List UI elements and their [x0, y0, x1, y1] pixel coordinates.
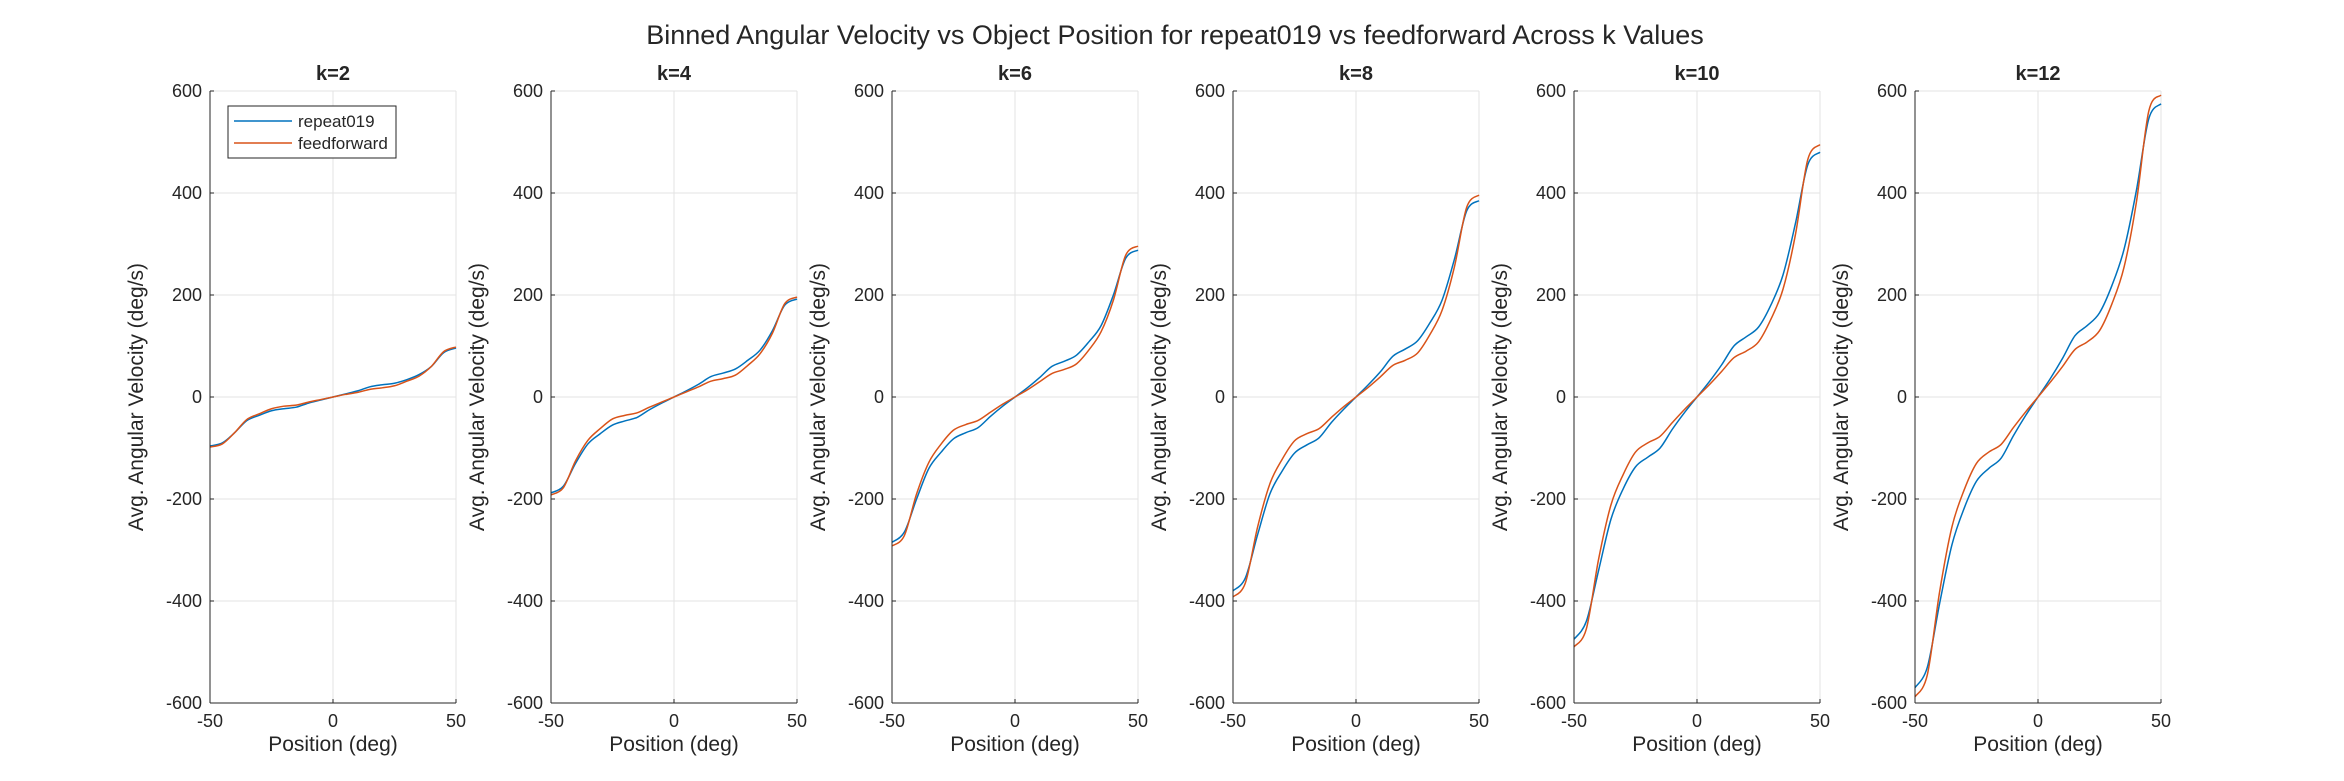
- legend-label-repeat019: repeat019: [298, 112, 375, 131]
- series-line-feedforward: [550, 296, 798, 496]
- y-tick-label: 0: [192, 387, 202, 407]
- x-axis-label: Position (deg): [1632, 733, 1762, 756]
- y-tick-label: -200: [1189, 489, 1225, 509]
- y-tick-label: -200: [1871, 489, 1907, 509]
- y-tick-label: 600: [1536, 81, 1566, 101]
- y-tick-label: 200: [1877, 285, 1907, 305]
- y-tick-label: 600: [172, 81, 202, 101]
- x-tick-label: -50: [197, 711, 223, 731]
- y-tick-label: 200: [854, 285, 884, 305]
- x-tick-label: 50: [1469, 711, 1489, 731]
- y-tick-label: 200: [513, 285, 543, 305]
- x-axis-label: Position (deg): [950, 733, 1080, 756]
- figure-title: Binned Angular Velocity vs Object Positi…: [646, 20, 1704, 50]
- x-axis-label: Position (deg): [268, 733, 398, 756]
- panel-k8: -600 -400 -200 0 200 400 600 -50 0 50 k=8 Position …: [1148, 63, 1489, 756]
- y-tick-label: -200: [507, 489, 543, 509]
- y-tick-label: -400: [848, 591, 884, 611]
- y-tick-label: -200: [166, 489, 202, 509]
- y-axis-label: Avg. Angular Velocity (deg/s): [1148, 263, 1171, 531]
- x-tick-label: 0: [1010, 711, 1020, 731]
- x-tick-label: 50: [2151, 711, 2171, 731]
- panel-k2: -600 -400 -200 0 200 400 600 -50 0 50 k=2 Position …: [125, 63, 466, 756]
- panel-k6: -600 -400 -200 0 200 400 600 -50 0 50 k=6 Position …: [807, 63, 1148, 756]
- y-tick-label: 400: [1877, 183, 1907, 203]
- y-tick-label: -400: [166, 591, 202, 611]
- y-tick-label: 0: [1897, 387, 1907, 407]
- panel-title: k=8: [1339, 63, 1373, 85]
- panel-k4: -600 -400 -200 0 200 400 600 -50 0 50 k=4 Position …: [466, 63, 807, 756]
- legend-label-feedforward: feedforward: [298, 134, 388, 153]
- y-axis-label: Avg. Angular Velocity (deg/s): [125, 263, 148, 531]
- y-tick-label: 200: [1195, 285, 1225, 305]
- y-tick-label: 600: [1195, 81, 1225, 101]
- y-tick-label: -600: [507, 693, 543, 713]
- panel-title: k=10: [1674, 63, 1719, 85]
- y-tick-label: -600: [1189, 693, 1225, 713]
- x-tick-label: -50: [538, 711, 564, 731]
- series-line-feedforward: [1914, 94, 2162, 698]
- y-tick-label: -400: [507, 591, 543, 611]
- x-axis-label: Position (deg): [1973, 733, 2103, 756]
- series-line-feedforward: [1573, 143, 1821, 648]
- y-tick-label: 400: [854, 183, 884, 203]
- y-tick-label: 0: [1215, 387, 1225, 407]
- y-axis-label: Avg. Angular Velocity (deg/s): [466, 263, 489, 531]
- y-tick-label: 0: [874, 387, 884, 407]
- x-tick-label: 50: [1810, 711, 1830, 731]
- y-tick-label: 600: [854, 81, 884, 101]
- x-axis-label: Position (deg): [609, 733, 739, 756]
- y-tick-label: 200: [172, 285, 202, 305]
- x-tick-label: -50: [1561, 711, 1587, 731]
- x-tick-label: -50: [879, 711, 905, 731]
- y-tick-label: 600: [1877, 81, 1907, 101]
- x-tick-label: -50: [1902, 711, 1928, 731]
- x-tick-label: 50: [787, 711, 807, 731]
- y-tick-label: -600: [1530, 693, 1566, 713]
- x-tick-label: 0: [1692, 711, 1702, 731]
- panel-k12: -600 -400 -200 0 200 400 600 -50 0 50 k=12 Position…: [1830, 63, 2171, 756]
- y-axis-label: Avg. Angular Velocity (deg/s): [807, 263, 830, 531]
- x-tick-label: 50: [1128, 711, 1148, 731]
- y-tick-label: -400: [1871, 591, 1907, 611]
- x-tick-label: 0: [669, 711, 679, 731]
- x-tick-label: 0: [1351, 711, 1361, 731]
- y-tick-label: 600: [513, 81, 543, 101]
- legend-box: [227, 105, 397, 159]
- y-tick-label: 400: [1195, 183, 1225, 203]
- panel-title: k=2: [316, 63, 350, 85]
- y-tick-label: 400: [513, 183, 543, 203]
- panel-k10: -600 -400 -200 0 200 400 600 -50 0 50 k=10 Position…: [1489, 63, 1830, 756]
- series-line-feedforward: [1232, 194, 1480, 598]
- y-tick-label: -600: [166, 693, 202, 713]
- y-tick-label: 0: [1556, 387, 1566, 407]
- x-tick-label: 0: [2033, 711, 2043, 731]
- legend: repeat019 feedforward: [227, 105, 397, 159]
- x-axis-label: Position (deg): [1291, 733, 1421, 756]
- y-axis-label: Avg. Angular Velocity (deg/s): [1830, 263, 1853, 531]
- x-tick-label: 0: [328, 711, 338, 731]
- x-tick-label: -50: [1220, 711, 1246, 731]
- panels: -600 -400 -200 0 200 400 600 -50 0 50 k=2 Position …: [125, 63, 2171, 756]
- y-tick-label: -600: [1871, 693, 1907, 713]
- y-tick-label: -600: [848, 693, 884, 713]
- y-tick-label: 200: [1536, 285, 1566, 305]
- y-tick-label: 0: [533, 387, 543, 407]
- panel-title: k=6: [998, 63, 1032, 85]
- y-tick-label: 400: [1536, 183, 1566, 203]
- series-line-feedforward: [891, 245, 1139, 547]
- y-tick-label: -200: [848, 489, 884, 509]
- y-axis-label: Avg. Angular Velocity (deg/s): [1489, 263, 1512, 531]
- x-tick-label: 50: [446, 711, 466, 731]
- panel-title: k=12: [2015, 63, 2060, 85]
- panel-title: k=4: [657, 63, 692, 85]
- y-tick-label: -400: [1530, 591, 1566, 611]
- y-tick-label: -400: [1189, 591, 1225, 611]
- y-tick-label: -200: [1530, 489, 1566, 509]
- series-line-feedforward: [209, 346, 457, 448]
- y-tick-label: 400: [172, 183, 202, 203]
